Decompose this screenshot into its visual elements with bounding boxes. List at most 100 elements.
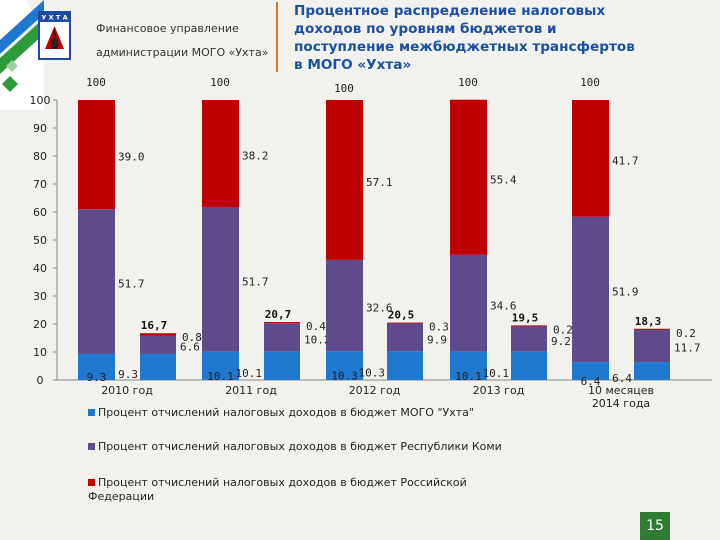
x-tick-label: 10 месяцев: [588, 384, 654, 397]
y-tick-label: 90: [33, 122, 47, 135]
legend-label-komi: Процент отчислений налоговых доходов в б…: [98, 440, 502, 453]
transfer-bar-segment-rf: [387, 322, 423, 324]
org-name-line1: Финансовое управление: [96, 22, 239, 35]
x-tick-label: 2014 года: [592, 397, 650, 410]
data-label-main-ugo: 10.3: [331, 370, 358, 383]
transfer-bar-segment-ugo: [634, 362, 670, 380]
legend-item-ugo: Процент отчислений налоговых доходов в б…: [88, 406, 474, 420]
data-label-transfer-komi: 11.7: [674, 342, 701, 355]
total-label-transfer: 19,5: [512, 311, 539, 324]
data-label-transfer-rf: 0.2: [553, 323, 573, 336]
data-label-transfer-rf: 0.3: [429, 321, 449, 334]
data-label-transfer-rf: 0.2: [676, 327, 696, 340]
data-label-main-rf: 39.0: [118, 151, 145, 164]
total-label-main: 100: [86, 76, 106, 89]
total-label-transfer: 18,3: [635, 315, 662, 328]
legend-swatch-rf: [88, 479, 95, 486]
data-label-main-komi: 34.6: [490, 299, 517, 312]
main-bar-segment-rf: [572, 100, 609, 217]
x-tick-label: 2012 год: [349, 384, 401, 397]
slide-title-line: Процентное распределение налоговых: [294, 3, 606, 19]
data-label-transfer-ugo: 9.3: [118, 368, 138, 381]
data-label-main-ugo: 10.1: [207, 370, 234, 383]
data-label-transfer-ugo: 6.4: [612, 372, 632, 385]
data-label-transfer-komi: 6.6: [180, 341, 200, 354]
y-tick-label: 50: [33, 234, 47, 247]
main-bar-segment-komi: [78, 209, 115, 354]
transfer-bar-segment-ugo: [511, 351, 547, 380]
data-label-transfer-komi: 10.2: [304, 333, 331, 346]
page-number: 15: [640, 512, 670, 540]
y-tick-label: 100: [30, 94, 51, 107]
total-label-main: 100: [580, 76, 600, 89]
main-bar-segment-ugo: [326, 351, 363, 380]
data-label-main-rf: 41.7: [612, 154, 639, 167]
data-label-main-ugo: 6.4: [581, 375, 601, 388]
data-label-main-komi: 51.9: [612, 285, 639, 298]
legend-label-rf-cont: Федерации: [88, 490, 155, 503]
org-name-line2: администрации МОГО «Ухта»: [96, 46, 269, 59]
header-divider: [276, 2, 278, 72]
main-bar-segment-ugo: [450, 351, 487, 380]
data-label-main-komi: 51.7: [118, 278, 145, 291]
y-tick-label: 80: [33, 150, 47, 163]
decorative-ribbon: [0, 0, 44, 110]
main-bar-segment-ugo: [572, 362, 609, 380]
data-label-main-komi: 51.7: [242, 275, 269, 288]
data-label-transfer-ugo: 10.3: [359, 367, 386, 380]
main-bar-segment-ugo: [202, 351, 239, 380]
main-bar-segment-komi: [202, 206, 239, 352]
data-label-transfer-rf: 0.4: [306, 320, 326, 333]
transfer-bar-segment-rf: [140, 333, 176, 336]
stacked-bar-chart: 0 10 20 30 40 50 60 70 80 90 100 9.3 51.7 39.0 100 9.3 6…: [30, 76, 712, 410]
main-bar-segment-rf: [450, 99, 487, 255]
main-bar-segment-ugo: [78, 353, 115, 380]
y-tick-label: 40: [33, 262, 47, 275]
y-tick-label: 60: [33, 206, 47, 219]
y-tick-label: 10: [33, 346, 47, 359]
city-emblem-icon: У Х Т А: [38, 11, 71, 60]
y-tick-label: 20: [33, 318, 47, 331]
transfer-bar-segment-ugo: [387, 351, 423, 380]
main-bar-segment-rf: [202, 100, 239, 207]
legend-swatch-komi: [88, 443, 95, 450]
legend-swatch-ugo: [88, 409, 95, 416]
legend-label-rf: Процент отчислений налоговых доходов в б…: [98, 476, 467, 489]
slide-title-line: доходов по уровням бюджетов и: [294, 21, 557, 37]
data-label-main-rf: 55.4: [490, 173, 517, 186]
emblem-text: У Х Т А: [41, 14, 67, 22]
legend-label-ugo: Процент отчислений налоговых доходов в б…: [98, 406, 474, 419]
transfer-bar-segment-komi: [140, 335, 176, 354]
main-bar-segment-rf: [326, 100, 363, 260]
data-label-main-ugo: 10.1: [455, 370, 482, 383]
transfer-bar-segment-komi: [264, 323, 300, 352]
slide-title: Процентное распределение налоговых доход…: [294, 2, 714, 74]
main-bar-segment-rf: [78, 100, 115, 210]
main-bar-segment-komi: [326, 259, 363, 352]
x-tick-label: 2010 год: [101, 384, 153, 397]
x-tick-label: 2013 год: [473, 384, 525, 397]
total-label-main: 100: [210, 76, 230, 89]
transfer-bar-segment-ugo: [140, 353, 176, 380]
transfer-bar-segment-komi: [634, 329, 670, 363]
transfer-bar-segment-ugo: [264, 351, 300, 380]
main-bar-segment-komi: [450, 254, 487, 352]
total-label-main: 100: [458, 76, 478, 89]
transfer-bar-segment-rf: [511, 325, 547, 327]
transfer-bar-segment-rf: [264, 322, 300, 324]
slide-title-line: поступление межбюджетных трансфертов: [294, 39, 635, 55]
transfer-bar-segment-komi: [387, 323, 423, 352]
data-label-transfer-komi: 9.9: [427, 333, 447, 346]
data-label-main-rf: 38.2: [242, 149, 269, 162]
data-label-main-komi: 32.6: [366, 302, 393, 315]
total-label-main: 100: [334, 82, 354, 95]
x-tick-label: 2011 год: [225, 384, 277, 397]
data-label-transfer-rf: 0.8: [182, 331, 202, 344]
y-tick-label: 70: [33, 178, 47, 191]
data-label-transfer-komi: 9.2: [551, 335, 571, 348]
slide-title-line: в МОГО «Ухта»: [294, 57, 412, 73]
data-label-transfer-ugo: 10.1: [236, 367, 263, 380]
main-bar-segment-komi: [572, 216, 609, 363]
legend-item-komi: Процент отчислений налоговых доходов в б…: [88, 440, 502, 454]
data-label-main-ugo: 9.3: [87, 371, 107, 384]
